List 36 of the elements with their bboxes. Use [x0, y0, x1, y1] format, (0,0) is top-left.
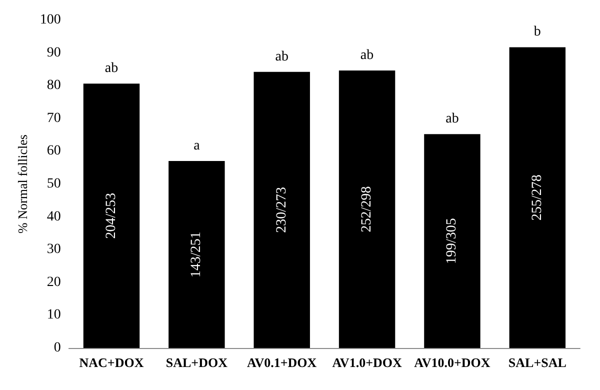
annotation: b — [534, 24, 541, 40]
y-tick-label: 90 — [46, 45, 61, 60]
y-tick-label: 10 — [46, 308, 61, 323]
data-label: 230/273 — [274, 186, 290, 233]
annotation: ab — [104, 61, 118, 76]
y-tick-label: 0 — [54, 340, 61, 356]
bar — [83, 84, 140, 348]
y-tick-label: 20 — [46, 274, 61, 290]
bar — [338, 70, 396, 348]
y-tick-label: 80 — [46, 78, 61, 94]
bar — [509, 47, 566, 348]
y-tick-label: 50 — [46, 176, 61, 192]
y-tick-label: 30 — [46, 242, 61, 258]
x-tick-label: SAL+DOX — [166, 355, 228, 370]
annotation: ab — [275, 49, 288, 64]
x-tick-label: AV0.1+DOX — [247, 355, 318, 370]
data-label: 252/298 — [360, 186, 375, 232]
x-tick-label: SAL+SAL — [508, 355, 567, 370]
x-tick-label: NAC+DOX — [79, 355, 144, 370]
annotation: a — [194, 138, 201, 154]
annotation: ab — [360, 48, 374, 64]
y-tick-label: 40 — [46, 209, 61, 224]
data-label: 255/278 — [530, 174, 545, 221]
y-tick-label: 100 — [40, 12, 61, 28]
y-tick-label: 70 — [46, 110, 61, 126]
y-tick-label: 60 — [46, 144, 61, 159]
data-label: 199/305 — [444, 218, 460, 264]
bar — [254, 72, 310, 348]
data-label: 204/253 — [104, 192, 119, 239]
y-axis-title: % Normal follicles — [15, 134, 30, 234]
bar — [424, 134, 480, 348]
data-label: 143/251 — [189, 232, 204, 278]
x-tick-label: AV1.0+DOX — [332, 355, 402, 370]
annotation: ab — [446, 112, 459, 127]
bar — [168, 161, 225, 348]
x-tick-label: AV10.0+DOX — [414, 355, 491, 370]
